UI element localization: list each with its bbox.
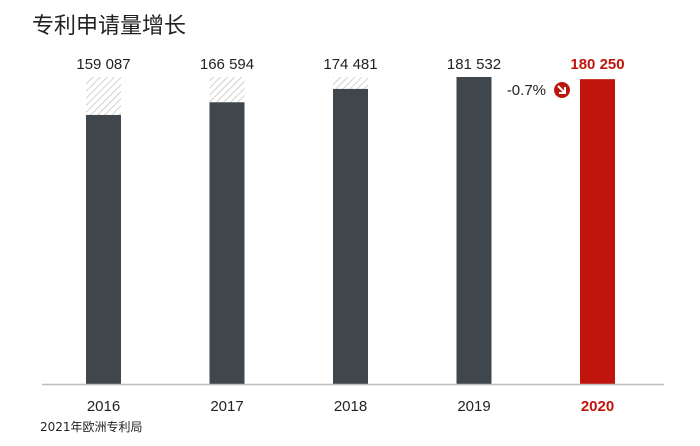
value-label-2020: 180 250 <box>570 56 624 73</box>
hatch-gap-2017 <box>209 77 245 103</box>
change-annotation: -0.7% <box>507 82 546 99</box>
hatch-gap-2018 <box>333 77 368 89</box>
x-tick-label-2017: 2017 <box>210 398 243 415</box>
x-tick-label-2020: 2020 <box>581 398 614 415</box>
bar-2018 <box>333 88 368 385</box>
hatch-gap-2016 <box>86 77 121 115</box>
bar-2016 <box>86 114 121 384</box>
x-tick-label-2019: 2019 <box>457 398 490 415</box>
bar-2019 <box>456 77 492 384</box>
value-label-2018: 174 481 <box>323 56 377 73</box>
arrow-down-right-glyph <box>557 85 566 94</box>
bar-2017 <box>209 102 245 384</box>
value-label-2017: 166 594 <box>200 56 254 73</box>
chart-title: 专利申请量增长 <box>32 14 187 39</box>
x-tick-label-2018: 2018 <box>334 398 367 415</box>
source-note: 2021年欧洲专利局 <box>40 420 143 434</box>
bar-2020 <box>580 79 615 385</box>
value-label-2019: 181 532 <box>447 56 501 73</box>
value-label-2016: 159 087 <box>76 56 130 73</box>
x-tick-label-2016: 2016 <box>87 398 120 415</box>
